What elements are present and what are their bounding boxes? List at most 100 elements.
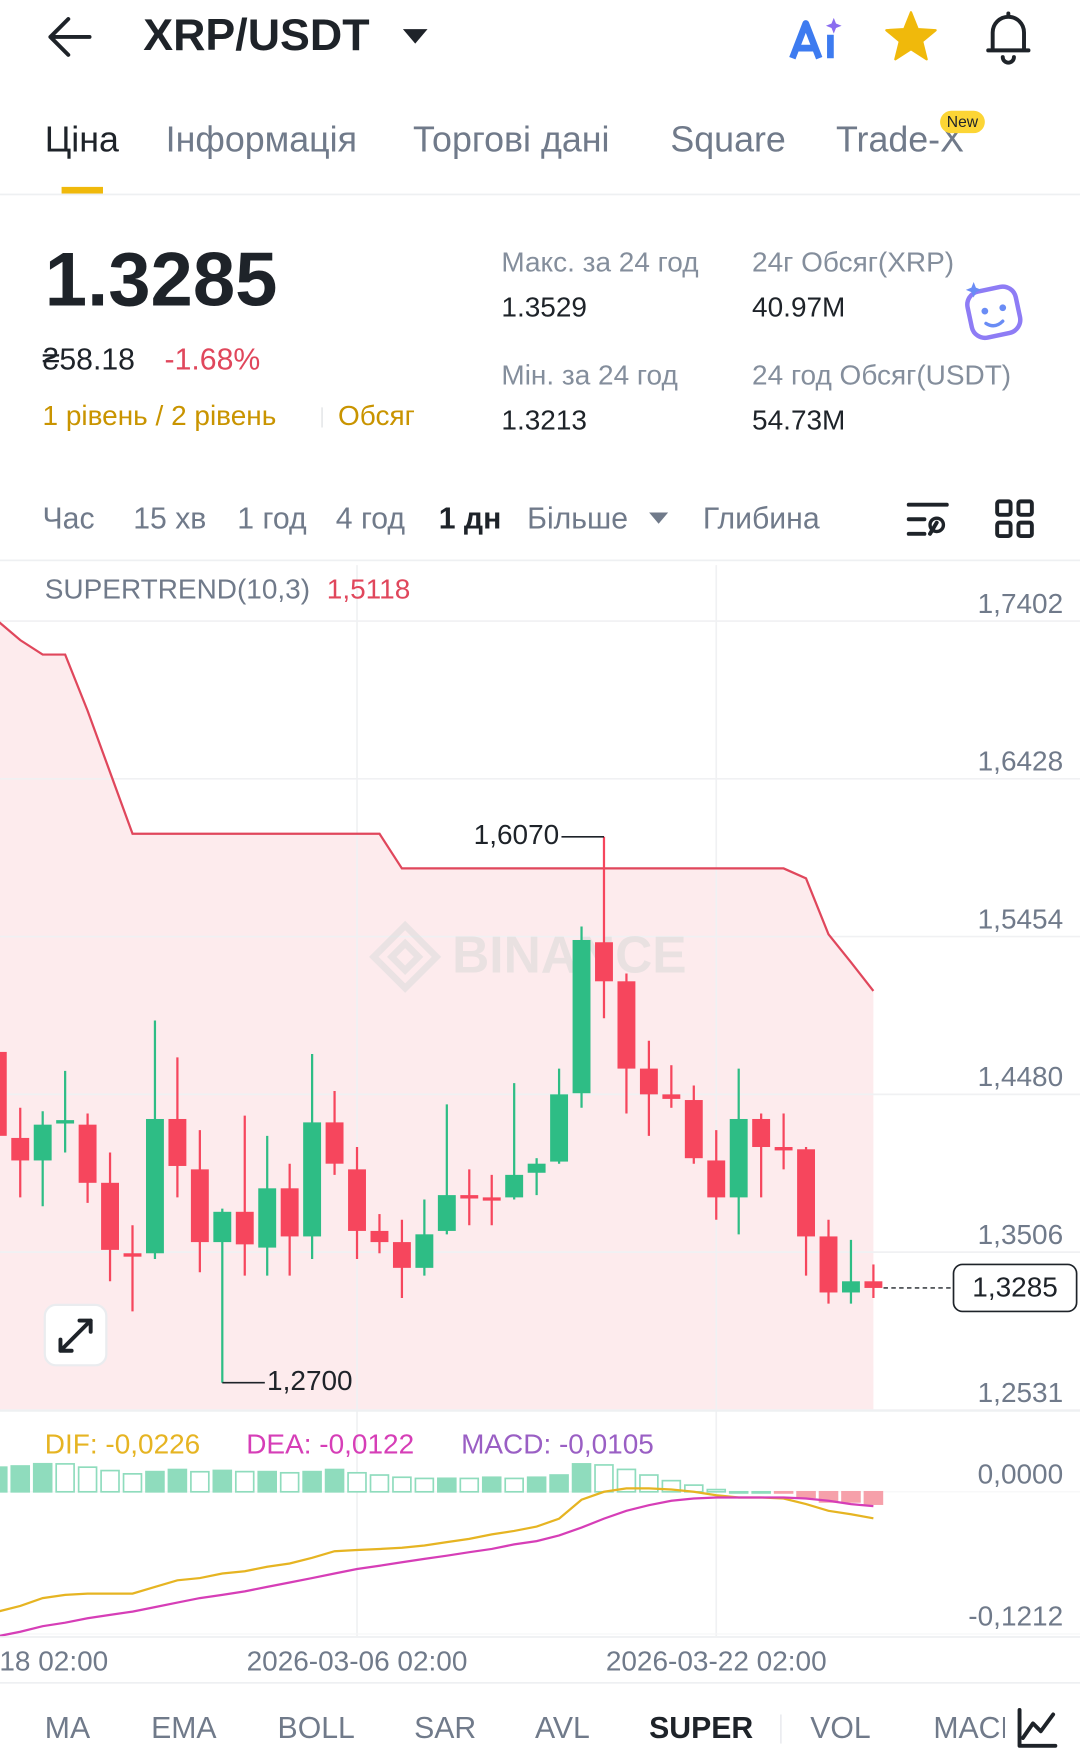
- divider: [0, 1682, 1080, 1684]
- macd-bar: [347, 1471, 367, 1493]
- indicator-settings-icon[interactable]: [1017, 1708, 1058, 1748]
- interval[interactable]: 1 дн: [439, 502, 502, 535]
- macd-bar: [818, 1490, 839, 1503]
- volume-link[interactable]: Обсяг: [338, 400, 415, 431]
- candle-body: [527, 1163, 546, 1173]
- macd-bar: [437, 1477, 457, 1493]
- supertrend-fill-layer: [0, 622, 874, 1411]
- depth-tab[interactable]: Глибина: [703, 502, 820, 535]
- watermark: BINANCE: [369, 920, 687, 993]
- macd-legend: MACD: -0,0105: [461, 1428, 654, 1459]
- indicator-tab[interactable]: MA: [45, 1712, 91, 1745]
- macd-bar: [100, 1469, 120, 1493]
- macd-bar: [459, 1477, 480, 1493]
- indicator-tab[interactable]: AVL: [535, 1712, 590, 1745]
- interval[interactable]: 4 год: [336, 502, 406, 535]
- separator: [321, 407, 323, 428]
- candle-body: [707, 1160, 726, 1198]
- macd-bar: [392, 1476, 412, 1493]
- dif-line: [0, 1487, 874, 1613]
- y-tick-label: 1,3506: [978, 1219, 1064, 1250]
- interval[interactable]: 15 хв: [133, 502, 206, 535]
- divider: [0, 1636, 1080, 1638]
- tab[interactable]: Ціна: [45, 120, 119, 160]
- y-tick-label: 1,5454: [978, 903, 1064, 934]
- separator: [780, 1714, 782, 1744]
- tab[interactable]: Інформація: [166, 120, 357, 160]
- candle-body: [190, 1169, 209, 1243]
- candle-body: [370, 1230, 389, 1243]
- alert-bell[interactable]: [986, 11, 1031, 65]
- candle-body: [56, 1120, 75, 1124]
- y-tick-label: 1,4480: [978, 1061, 1064, 1092]
- macd-bar: [504, 1477, 524, 1493]
- indicator-value: 1,5118: [327, 573, 410, 604]
- macd-bar: [773, 1490, 794, 1494]
- macd-bar: [77, 1466, 98, 1493]
- assistant-button[interactable]: [965, 282, 1023, 341]
- layout-button[interactable]: [995, 499, 1034, 539]
- divider: [0, 193, 1080, 196]
- layout-cell: [1016, 499, 1034, 517]
- indicator-settings-ring: [928, 516, 946, 534]
- macd-bar: [324, 1468, 345, 1493]
- stat-label: 24 год Обсяг(USDT): [752, 360, 1011, 391]
- tab[interactable]: Square: [670, 120, 785, 160]
- candle-body: [325, 1122, 344, 1164]
- macd-bar: [145, 1470, 165, 1493]
- indicator-settings[interactable]: [906, 502, 949, 536]
- pair-dropdown[interactable]: [402, 29, 428, 44]
- candle-body: [684, 1100, 703, 1159]
- y-tick-label: 1,6428: [978, 746, 1064, 777]
- tab-indicator: [61, 186, 103, 194]
- label-layer: 1,7402 1,6428 1,5454 1,4480 1,3506 1,2531 2026…: [0, 588, 1078, 1676]
- macd-bar: [167, 1468, 188, 1493]
- macd-bar: [571, 1463, 592, 1493]
- back-button[interactable]: [48, 17, 92, 57]
- indicator-tab[interactable]: EMA: [151, 1712, 217, 1745]
- interval[interactable]: Більше: [527, 502, 628, 535]
- candle-body: [33, 1124, 52, 1161]
- stat-value: 54.73M: [752, 404, 845, 435]
- candle-body: [213, 1211, 232, 1243]
- macd-bar: [234, 1470, 255, 1493]
- indicator-tab[interactable]: SAR: [414, 1712, 476, 1745]
- candle-body: [662, 1094, 681, 1099]
- interval[interactable]: Час: [43, 502, 95, 535]
- indicator-tab[interactable]: BOLL: [278, 1712, 355, 1745]
- macd-bar: [526, 1476, 547, 1493]
- macd-tick-label: 0,0000: [978, 1459, 1064, 1490]
- indicator-tab[interactable]: SUPER: [649, 1712, 753, 1745]
- assistant-eye: [999, 304, 1007, 312]
- candle-body: [123, 1253, 142, 1257]
- level-link[interactable]: 1 рівень / 2 рівень: [43, 400, 277, 431]
- ai-button[interactable]: [789, 17, 842, 60]
- tab[interactable]: Торгові дані: [413, 120, 609, 160]
- indicator-tab[interactable]: VOL: [810, 1712, 870, 1745]
- macd-bar: [10, 1465, 31, 1493]
- macd-bar: [706, 1488, 727, 1493]
- annotation-label: 1,2700: [267, 1365, 353, 1396]
- pair-title[interactable]: XRP/USDT: [143, 10, 369, 60]
- macd-bar: [481, 1476, 502, 1493]
- watermark-text: BINANCE: [452, 926, 686, 984]
- candle-body: [235, 1211, 254, 1245]
- fiat-price: ₴58.18: [43, 343, 135, 376]
- macd-bar: [279, 1471, 300, 1493]
- candle-body: [617, 981, 636, 1069]
- fade-mask: [971, 240, 1080, 286]
- candle-body: [752, 1118, 771, 1148]
- macd-bar: [212, 1469, 233, 1493]
- candle-body: [280, 1188, 299, 1237]
- candle-body: [550, 1094, 569, 1162]
- last-price-label: 1,3285: [972, 1271, 1058, 1302]
- favorite-star[interactable]: [885, 11, 937, 61]
- candle-body: [842, 1281, 860, 1293]
- macd-bar: [863, 1490, 884, 1505]
- fullscreen-button[interactable]: [43, 1303, 108, 1367]
- assistant-face: [965, 284, 1023, 341]
- last-price: 1.3285: [45, 237, 278, 322]
- interval[interactable]: 1 год: [237, 502, 307, 535]
- new-badge-text: New: [947, 114, 979, 131]
- macd-bar: [751, 1490, 771, 1494]
